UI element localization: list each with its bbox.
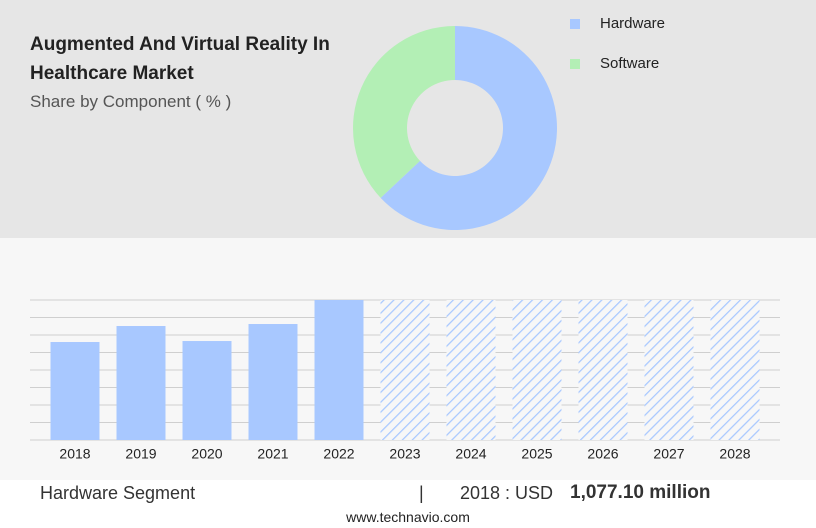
bar — [50, 342, 100, 440]
forecast-placeholder — [644, 300, 694, 440]
forecast-placeholder — [578, 300, 628, 440]
x-tick-label: 2025 — [521, 446, 552, 462]
chart-subtitle: Share by Component ( % ) — [30, 92, 232, 111]
chart-title: Augmented And Virtual Reality In Healthc… — [30, 34, 330, 84]
bar — [182, 341, 232, 440]
x-tick-label: 2027 — [653, 446, 684, 462]
donut-slice — [380, 26, 557, 230]
footer: Hardware Segment | 2018 : USD 1,077.10 m… — [0, 480, 816, 528]
segment-label: Hardware Segment — [40, 483, 196, 503]
bar — [116, 326, 166, 440]
forecast-placeholder — [446, 300, 496, 440]
forecast-placeholder — [710, 300, 760, 440]
x-tick-label: 2028 — [719, 446, 750, 462]
donut-slice — [353, 26, 455, 198]
x-tick-label: 2023 — [389, 446, 420, 462]
bar — [248, 324, 298, 440]
legend-label: Software — [600, 55, 659, 72]
x-tick-label: 2022 — [323, 446, 354, 462]
x-tick-label: 2021 — [257, 446, 288, 462]
legend-label: Hardware — [600, 15, 665, 32]
site-url: www.technavio.com — [346, 509, 470, 525]
segment-value: 1,077.10 million — [570, 482, 711, 503]
chart: Hardware Software 2018 2019 2020 2021 2022 2023… — [30, 15, 780, 462]
legend-swatch — [570, 19, 580, 29]
x-tick-label: 2024 — [455, 446, 486, 462]
year-label: 2018 : USD — [460, 483, 554, 503]
forecast-placeholder — [380, 300, 430, 440]
x-tick-label: 2019 — [125, 446, 156, 462]
bar — [314, 300, 364, 440]
x-tick-label: 2020 — [191, 446, 222, 462]
x-tick-label: 2018 — [59, 446, 90, 462]
x-tick-label: 2026 — [587, 446, 618, 462]
separator: | — [419, 483, 424, 503]
forecast-placeholder — [512, 300, 562, 440]
legend-swatch — [570, 59, 580, 69]
